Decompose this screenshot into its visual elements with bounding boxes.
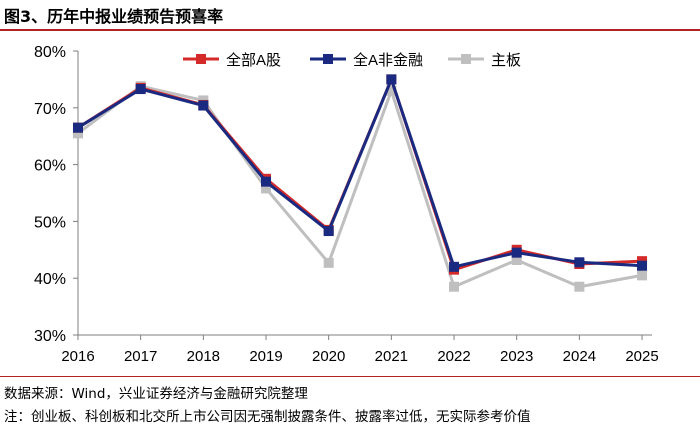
- y-tick-label: 30%: [34, 328, 66, 345]
- y-tick-label: 40%: [34, 271, 66, 288]
- x-tick-label: 2021: [375, 348, 408, 365]
- legend-label-1: 全部A股: [226, 51, 281, 69]
- data-point-2: [637, 260, 648, 271]
- chart-title: 图3、历年中报业绩预告预喜率: [4, 7, 224, 26]
- data-point-3: [73, 128, 83, 139]
- x-tick-label: 2023: [500, 348, 533, 365]
- line-chart: 30% 40% 50% 60% 70% 80% 2016 2017 2018 2019 2020 20…: [34, 44, 659, 365]
- x-tick-label: 2018: [187, 348, 220, 365]
- legend-label-3: 主板: [491, 51, 521, 69]
- title-rule: [0, 29, 700, 31]
- data-point-2: [511, 247, 522, 258]
- footnote: 注：创业板、科创板和北交所上市公司因无强制披露条件、披露率过低，无实际参考价值: [4, 409, 531, 425]
- data-point-2: [73, 122, 83, 133]
- data-point-2: [386, 74, 397, 85]
- y-tick-label: 70%: [34, 101, 66, 118]
- data-point-3: [449, 281, 460, 292]
- series-line-3: [77, 84, 643, 289]
- data-point-3: [574, 281, 585, 292]
- data-point-2: [323, 226, 334, 237]
- data-point-2: [449, 261, 460, 272]
- x-tick-label: 2022: [437, 348, 470, 365]
- data-point-3: [637, 270, 648, 281]
- legend-label-2: 全A非金融: [353, 51, 423, 69]
- footer-rule: [0, 376, 700, 377]
- x-tick-label: 2017: [124, 348, 157, 365]
- series-line-2: [77, 77, 643, 269]
- data-point-3: [511, 255, 522, 266]
- data-point-3: [323, 257, 334, 268]
- legend: 全部A股 全A非金融 主板: [183, 51, 521, 69]
- legend-marker-3: [461, 54, 471, 64]
- legend-marker-2: [323, 54, 333, 64]
- x-tick-label: 2025: [625, 348, 658, 365]
- x-tick-label: 2016: [61, 348, 94, 365]
- data-point-3: [261, 183, 272, 194]
- legend-marker-1: [196, 54, 206, 64]
- x-tick-label: 2024: [563, 348, 596, 365]
- data-point-3: [386, 85, 397, 96]
- x-tick-label: 2019: [249, 348, 282, 365]
- data-point-2: [198, 100, 209, 111]
- data-point-2: [135, 84, 146, 95]
- y-tick-label: 50%: [34, 214, 66, 231]
- series-lines: [73, 74, 648, 292]
- x-tick-label: 2020: [312, 348, 345, 365]
- source-note: 数据来源：Wind，兴业证券经济与金融研究院整理: [4, 386, 308, 402]
- y-tick-label: 60%: [34, 158, 66, 175]
- axes: 30% 40% 50% 60% 70% 80% 2016 2017 2018 2019 2020 20…: [34, 44, 659, 365]
- data-point-2: [261, 176, 272, 187]
- y-tick-label: 80%: [34, 44, 66, 61]
- data-point-2: [574, 257, 585, 268]
